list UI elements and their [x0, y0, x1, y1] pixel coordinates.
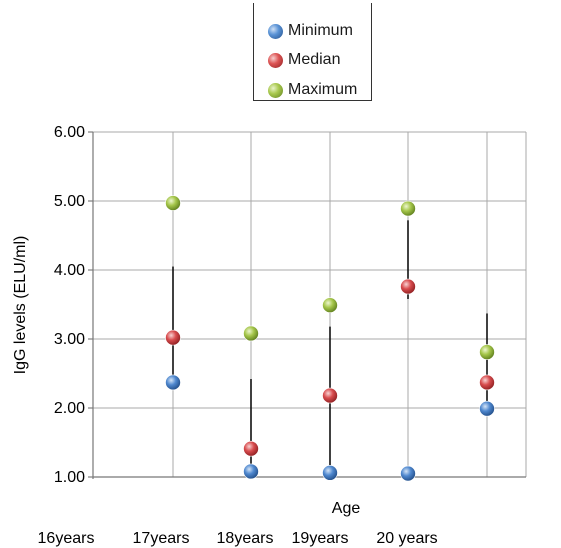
legend-label-median: Median — [288, 51, 341, 68]
category-label: 20 years — [376, 530, 437, 547]
maximum-marker-icon — [268, 82, 283, 98]
y-tick-labels: 1.00 2.00 3.00 4.00 5.00 6.00 — [54, 124, 85, 486]
minimum-point — [479, 400, 495, 417]
category-label: 19years — [292, 530, 349, 547]
legend: Minimum Median Maximum — [253, 3, 372, 101]
median-point — [322, 387, 338, 404]
maximum-point — [322, 297, 338, 313]
data-points — [165, 195, 495, 482]
y-tick-label: 4.00 — [54, 262, 85, 279]
median-point — [400, 278, 416, 295]
x-axis-title: Age — [332, 500, 361, 517]
legend-item-minimum: Minimum — [268, 21, 353, 41]
median-point — [165, 329, 181, 346]
grid — [92, 131, 527, 478]
legend-label-maximum: Maximum — [288, 81, 358, 98]
minimum-point — [243, 463, 259, 480]
maximum-point — [479, 344, 495, 360]
category-labels: 16years 17years 18years 19years 20 years — [38, 530, 438, 547]
y-axis-title: IgG levels (ELU/ml) — [12, 236, 29, 375]
minimum-marker-icon — [268, 23, 283, 39]
legend-item-median: Median — [268, 50, 340, 70]
minimum-point — [400, 465, 416, 482]
axes — [88, 131, 526, 479]
minimum-point — [165, 374, 181, 391]
category-label: 17years — [133, 530, 190, 547]
maximum-point — [400, 200, 416, 217]
category-label: 16years — [38, 530, 95, 547]
legend-label-minimum: Minimum — [288, 22, 353, 39]
y-tick-label: 5.00 — [54, 193, 85, 210]
minimum-point — [322, 465, 338, 481]
maximum-point — [165, 195, 181, 211]
y-tick-label: 2.00 — [54, 400, 85, 417]
maximum-point — [243, 325, 259, 342]
y-tick-label: 3.00 — [54, 331, 85, 348]
median-point — [479, 374, 495, 391]
median-marker-icon — [268, 52, 283, 68]
legend-item-maximum: Maximum — [268, 80, 357, 100]
category-label: 18years — [217, 530, 274, 547]
y-tick-label: 1.00 — [54, 469, 85, 486]
median-point — [243, 440, 259, 457]
y-tick-label: 6.00 — [54, 124, 85, 141]
